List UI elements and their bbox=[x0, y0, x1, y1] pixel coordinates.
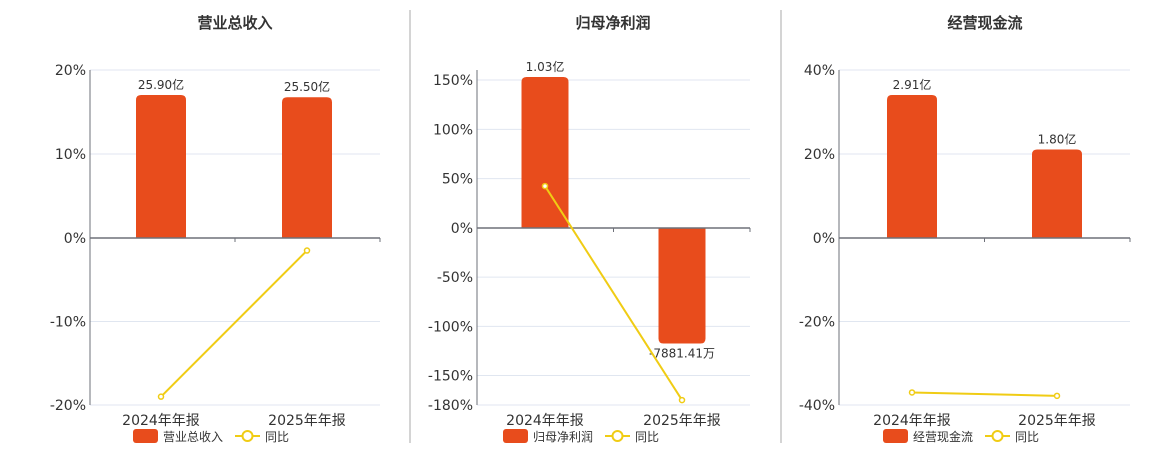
yoy-point bbox=[1053, 392, 1061, 400]
y-tick-label: 0% bbox=[451, 221, 473, 237]
chart-2: 归母净利润 150% 100% 50% 0% -50% -100% -150% -180% 1.0… bbox=[428, 14, 751, 444]
bar-data-label: -7881.41万 bbox=[649, 347, 715, 361]
y-tick-label: -20% bbox=[799, 315, 835, 331]
bar bbox=[521, 77, 569, 228]
legend-bar-swatch bbox=[133, 429, 158, 443]
legend-bar-label: 营业总收入 bbox=[163, 430, 223, 444]
yoy-line bbox=[160, 249, 308, 398]
chart-title: 营业总收入 bbox=[197, 14, 272, 32]
y-tick-label: 40% bbox=[804, 63, 835, 79]
y-tick-label: 50% bbox=[442, 172, 473, 188]
legend: 营业总收入 同比 bbox=[133, 429, 289, 444]
y-tick-label: 20% bbox=[804, 147, 835, 163]
legend-line-label: 同比 bbox=[265, 430, 289, 444]
y-tick-label: -40% bbox=[799, 398, 835, 414]
legend: 归母净利润 同比 bbox=[503, 429, 659, 444]
y-tick-label: 150% bbox=[433, 73, 473, 89]
y-tick-label: 20% bbox=[55, 63, 86, 79]
y-tick-label: -20% bbox=[50, 398, 86, 414]
chart-1: 营业总收入 20% 10% 0% -10% -20% 25.90亿 25.50亿 2024年年报… bbox=[50, 14, 381, 444]
chart-3: 经营现金流 40% 20% 0% -20% -40% 2.91亿 1.80亿 2024年年报 20… bbox=[799, 14, 1131, 444]
yoy-point bbox=[303, 247, 311, 254]
bar-data-label: 25.50亿 bbox=[284, 79, 330, 94]
legend-line-label: 同比 bbox=[635, 430, 659, 444]
legend-bar-label: 归母净利润 bbox=[533, 430, 593, 444]
legend-bar-swatch bbox=[503, 429, 528, 443]
y-tick-label: -100% bbox=[428, 319, 473, 335]
y-tick-label: -50% bbox=[437, 270, 473, 286]
x-category-label: 2024年年报 bbox=[122, 413, 200, 429]
legend-line-marker bbox=[241, 430, 254, 442]
y-tick-label: -180% bbox=[428, 398, 473, 414]
yoy-point bbox=[678, 396, 686, 404]
y-tick-label: 0% bbox=[64, 231, 86, 247]
y-tick-label: -150% bbox=[428, 369, 473, 385]
yoy-point bbox=[908, 389, 916, 396]
bar-data-label: 25.90亿 bbox=[138, 77, 184, 92]
legend-bar-swatch bbox=[883, 429, 908, 443]
x-category-label: 2024年年报 bbox=[506, 413, 584, 429]
x-category-label: 2024年年报 bbox=[873, 413, 951, 429]
bar bbox=[282, 97, 332, 238]
yoy-point bbox=[541, 182, 549, 190]
x-category-label: 2025年年报 bbox=[643, 413, 721, 429]
legend: 经营现金流 同比 bbox=[883, 429, 1039, 444]
bar-data-label: 1.03亿 bbox=[526, 59, 565, 74]
y-tick-label: 100% bbox=[433, 122, 473, 138]
yoy-line bbox=[911, 391, 1058, 397]
x-category-label: 2025年年报 bbox=[268, 413, 346, 429]
bar bbox=[1032, 149, 1082, 238]
legend-bar-label: 经营现金流 bbox=[913, 429, 973, 444]
x-category-label: 2025年年报 bbox=[1018, 413, 1096, 429]
chart-title: 经营现金流 bbox=[947, 14, 1022, 32]
bar bbox=[887, 95, 937, 238]
legend-line-label: 同比 bbox=[1015, 430, 1039, 444]
y-tick-label: -10% bbox=[50, 315, 86, 331]
chart-title: 归母净利润 bbox=[575, 14, 650, 32]
yoy-point bbox=[157, 393, 165, 400]
bar bbox=[136, 95, 186, 238]
y-tick-label: 10% bbox=[55, 147, 86, 163]
y-tick-label: 0% bbox=[813, 231, 835, 247]
bar-data-label: 1.80亿 bbox=[1038, 132, 1077, 147]
bar bbox=[658, 228, 706, 344]
yoy-line bbox=[544, 185, 683, 401]
bar-data-label: 2.91亿 bbox=[893, 77, 932, 92]
legend-line-marker bbox=[991, 430, 1004, 442]
legend-line-marker bbox=[611, 430, 624, 442]
